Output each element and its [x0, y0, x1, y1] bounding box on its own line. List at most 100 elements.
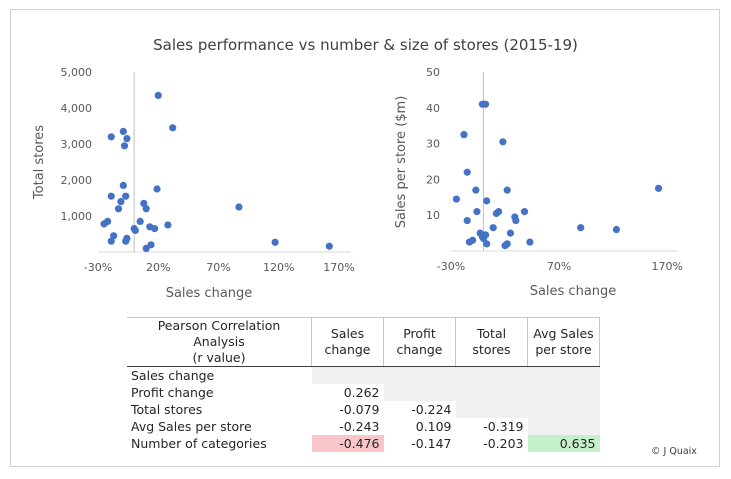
data-point [452, 195, 461, 203]
data-point [654, 184, 663, 192]
data-point [151, 225, 159, 233]
data-point [153, 185, 161, 193]
column-header-profit-change: Profit change [383, 317, 456, 367]
row-label: Profit change [131, 385, 214, 400]
data-point [154, 91, 162, 99]
y-tick-label: 5,000 [61, 66, 93, 79]
data-point [140, 199, 148, 207]
x-tick-label: 70% [547, 260, 571, 273]
table-cell [383, 366, 456, 384]
header-label-line2: (r value) [192, 350, 246, 365]
data-point [120, 142, 129, 150]
x-tick-label: 170% [651, 260, 682, 273]
table-cell: -0.319 [483, 419, 524, 434]
y-tick-label: 30 [426, 138, 440, 151]
data-point [469, 236, 477, 244]
x-tick-label: 70% [206, 261, 230, 274]
table-cell: -0.224 [411, 402, 452, 417]
column-header-sales-change: Sales change [311, 317, 384, 367]
x-axis-title: Sales change [530, 284, 617, 299]
data-point [169, 124, 177, 132]
y-tick-label: 1,000 [61, 210, 93, 223]
header-label-line1: Pearson Correlation Analysis [157, 318, 281, 349]
row-label: Total stores [131, 402, 203, 417]
y-tick-label: 3,000 [61, 138, 93, 151]
data-point [107, 133, 115, 141]
x-tick-label: 120% [263, 261, 294, 274]
table-cell [455, 366, 528, 384]
x-axis-title: Sales change [166, 286, 253, 301]
row-label: Number of categories [131, 436, 267, 451]
table-cell: 0.635 [527, 435, 600, 452]
table-cell: -0.243 [339, 419, 380, 434]
data-point [503, 186, 511, 194]
table-cell [383, 384, 456, 401]
data-point [107, 192, 115, 200]
table-cell: -0.147 [411, 436, 452, 451]
column-header-avg-sales: Avg Sales per store [527, 317, 600, 367]
table-cell: -0.476 [311, 435, 384, 452]
x-tick-label: 20% [146, 261, 170, 274]
data-point [123, 135, 131, 143]
data-point [114, 205, 123, 213]
data-point [131, 226, 139, 234]
data-point [460, 131, 468, 139]
y-tick-label: 2,000 [61, 174, 93, 187]
y-tick-label: 4,000 [61, 102, 93, 115]
data-point [164, 221, 172, 229]
data-point [494, 208, 503, 216]
data-point [123, 234, 131, 242]
data-point [481, 100, 490, 108]
data-point [107, 237, 115, 245]
table-cell: -0.203 [483, 436, 524, 451]
data-point [147, 241, 155, 249]
data-point [119, 181, 127, 189]
x-tick-label: 170% [323, 261, 354, 274]
data-point [271, 238, 279, 246]
data-point [506, 229, 515, 237]
column-header-total-stores: Total stores [455, 317, 528, 367]
table-cell [527, 418, 600, 435]
y-axis-title: Total stores [32, 125, 47, 200]
table-row: Profit change 0.262 [127, 384, 600, 401]
data-point [100, 220, 108, 228]
table-cell [455, 401, 528, 418]
data-point [122, 192, 130, 200]
data-point [499, 138, 507, 146]
table-header-label: Pearson Correlation Analysis (r value) [127, 317, 312, 367]
row-label: Avg Sales per store [131, 419, 252, 434]
table-cell: 0.262 [343, 385, 380, 400]
table-row: Total stores -0.079 -0.224 [127, 401, 600, 418]
data-point [577, 224, 585, 232]
data-point [512, 216, 520, 225]
data-point [483, 240, 491, 248]
data-point [325, 242, 333, 250]
table-cell: -0.079 [339, 402, 380, 417]
table-cell [455, 384, 528, 401]
data-point [136, 217, 144, 225]
data-point [110, 232, 118, 240]
x-tick-label: -30% [437, 260, 465, 273]
data-point [526, 238, 534, 246]
y-tick-label: 10 [426, 209, 440, 222]
y-tick-label: 50 [426, 66, 440, 79]
data-point [119, 127, 127, 135]
data-point [612, 225, 620, 234]
table-cell: 0.109 [415, 419, 452, 434]
y-tick-label: 20 [426, 173, 440, 186]
data-point [117, 198, 125, 206]
y-tick-label: 40 [426, 102, 440, 115]
data-point [142, 205, 150, 213]
table-row: Number of categories -0.476 -0.147 -0.203 0.… [127, 435, 600, 452]
y-axis-title: Sales per store ($m) [394, 96, 409, 229]
data-point [473, 208, 481, 216]
correlation-table: Pearson Correlation Analysis (r value) S… [127, 317, 600, 452]
page-title: Sales performance vs number & size of st… [153, 36, 578, 54]
table-row: Avg Sales per store -0.243 0.109 -0.319 [127, 418, 600, 435]
table-cell [527, 384, 600, 401]
data-point [463, 168, 471, 176]
credit-label: © J Quaix [651, 446, 697, 457]
table-cell [527, 366, 600, 384]
data-point [520, 208, 529, 216]
